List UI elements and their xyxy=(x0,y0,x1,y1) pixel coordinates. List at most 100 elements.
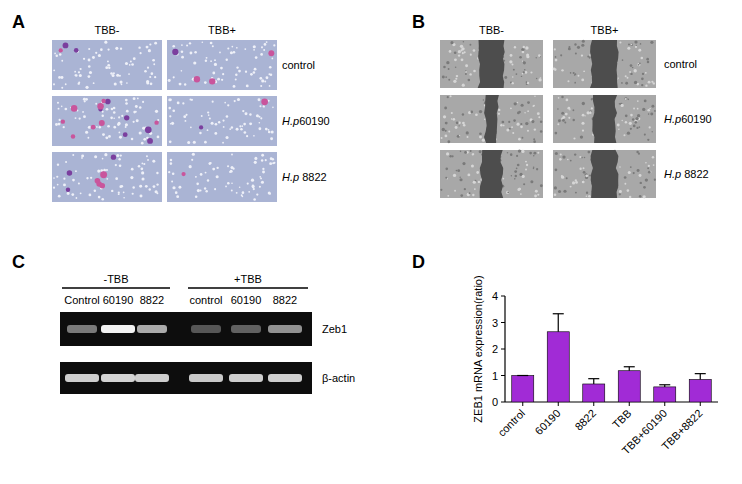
texture xyxy=(642,73,644,75)
texture xyxy=(525,122,528,125)
pore xyxy=(263,49,265,51)
texture xyxy=(525,161,527,163)
texture xyxy=(568,46,570,48)
pore xyxy=(120,47,122,49)
pore xyxy=(207,111,209,113)
wound-gap xyxy=(478,40,505,88)
pore xyxy=(190,52,193,55)
pore xyxy=(254,161,257,164)
pore xyxy=(113,107,116,110)
texture xyxy=(517,112,520,115)
pore xyxy=(191,99,193,101)
texture xyxy=(641,78,644,81)
pore xyxy=(249,113,251,115)
texture xyxy=(525,169,527,171)
pore xyxy=(141,171,144,174)
texture xyxy=(629,122,632,125)
migrated-cell xyxy=(172,49,178,55)
pore xyxy=(261,181,264,184)
pore xyxy=(230,170,233,173)
band xyxy=(137,325,167,333)
error-cap xyxy=(553,313,564,314)
texture xyxy=(641,84,643,86)
panel-c: C-TBB+TBBControl601908822control60190882… xyxy=(12,252,355,394)
figure: ATBB-TBB+controlH.p60190H.p 8822BTBB-TBB… xyxy=(0,0,742,484)
migrated-cell xyxy=(61,119,65,123)
pore xyxy=(172,173,175,176)
texture xyxy=(458,121,461,124)
texture xyxy=(540,184,543,187)
pore xyxy=(236,128,239,131)
pore xyxy=(227,104,229,106)
texture xyxy=(585,174,588,177)
texture xyxy=(453,80,456,83)
pore xyxy=(192,153,195,156)
texture xyxy=(654,110,656,112)
pore xyxy=(104,41,107,44)
pore xyxy=(262,168,264,170)
texture xyxy=(644,134,646,136)
pore xyxy=(272,107,274,109)
pore xyxy=(168,99,171,102)
micrograph-bg xyxy=(52,40,162,90)
texture xyxy=(562,116,565,119)
texture xyxy=(536,168,538,170)
texture xyxy=(458,125,459,126)
texture xyxy=(533,138,535,140)
texture xyxy=(441,137,443,139)
texture xyxy=(537,194,539,196)
pore xyxy=(61,106,63,108)
texture xyxy=(634,69,637,72)
texture xyxy=(479,136,482,139)
pore xyxy=(106,169,108,171)
migrated-cell xyxy=(199,125,203,129)
texture xyxy=(452,155,454,157)
pore xyxy=(265,128,268,131)
texture xyxy=(567,107,570,110)
x-tick xyxy=(700,402,701,406)
pore xyxy=(78,83,80,85)
migrated-cell xyxy=(147,138,153,144)
pore xyxy=(112,74,115,77)
texture xyxy=(533,168,534,169)
migrated-cell xyxy=(74,48,79,53)
pore xyxy=(119,136,122,139)
pore xyxy=(170,162,173,165)
species-abbrev: H.p xyxy=(664,113,681,125)
texture xyxy=(459,176,460,177)
texture xyxy=(512,132,514,134)
pore xyxy=(131,63,134,66)
row-label: H.p 8822 xyxy=(282,171,327,183)
y-axis-label: ZEB1 mRNA expression(ratio) xyxy=(472,275,484,422)
texture xyxy=(540,130,543,133)
texture xyxy=(559,158,562,161)
texture xyxy=(513,119,516,122)
texture xyxy=(444,107,447,110)
texture xyxy=(591,98,593,100)
pore xyxy=(96,126,98,128)
texture xyxy=(525,46,528,49)
migrated-cell xyxy=(97,103,103,109)
x-tick-label: control xyxy=(495,407,527,439)
texture xyxy=(482,139,485,142)
pore xyxy=(94,190,96,192)
pore xyxy=(113,72,115,74)
texture xyxy=(535,190,538,193)
pore xyxy=(253,188,255,190)
pore xyxy=(181,70,183,72)
error-stem xyxy=(700,374,701,380)
pore xyxy=(218,121,220,123)
texture xyxy=(456,75,458,77)
band xyxy=(101,325,135,333)
texture xyxy=(633,108,635,110)
pore xyxy=(137,98,139,100)
texture xyxy=(639,63,641,65)
texture xyxy=(619,166,621,168)
texture xyxy=(500,124,502,126)
pore xyxy=(95,103,97,105)
wound-gap xyxy=(591,150,619,198)
texture xyxy=(555,168,558,171)
texture xyxy=(473,181,476,184)
cell-layer xyxy=(440,40,543,88)
texture xyxy=(647,167,649,169)
